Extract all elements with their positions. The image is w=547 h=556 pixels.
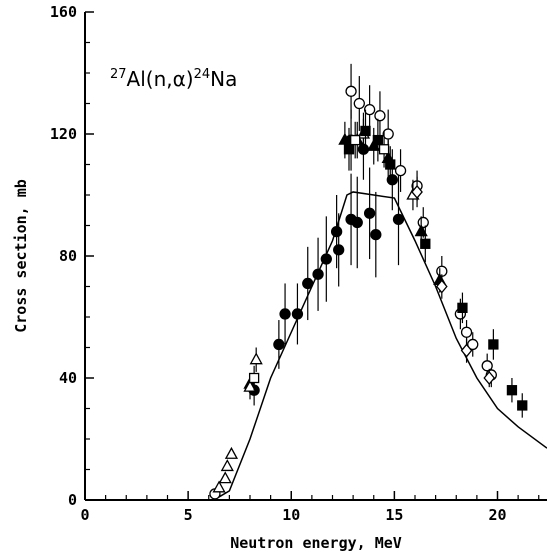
marker xyxy=(212,480,226,493)
marker xyxy=(345,85,357,97)
x-axis-label: Neutron energy, MeV xyxy=(230,534,402,552)
x-tick-label: 15 xyxy=(385,506,403,524)
y-tick-label: 0 xyxy=(68,491,77,509)
marker xyxy=(517,400,528,411)
marker xyxy=(460,326,473,338)
marker xyxy=(506,385,518,396)
annotation: 27Al(n,α)24Na xyxy=(110,67,237,91)
marker xyxy=(218,471,232,484)
y-tick-label: 160 xyxy=(50,3,77,21)
marker xyxy=(467,338,479,351)
marker xyxy=(372,134,384,146)
marker xyxy=(420,238,431,249)
marker xyxy=(351,216,363,229)
x-tick-label: 10 xyxy=(282,506,300,524)
annotation-sup: 24 xyxy=(194,67,211,82)
marker xyxy=(374,110,386,122)
marker xyxy=(481,360,493,372)
y-tick-label: 80 xyxy=(59,247,77,265)
marker xyxy=(273,338,285,351)
x-tick-label: 20 xyxy=(488,506,506,524)
y-axis-label: Cross section, mb xyxy=(12,179,30,333)
marker xyxy=(248,372,260,384)
marker xyxy=(350,134,361,146)
marker xyxy=(363,207,376,219)
marker xyxy=(302,277,314,290)
marker xyxy=(249,352,263,365)
marker xyxy=(378,144,390,155)
marker xyxy=(279,308,291,320)
marker xyxy=(333,244,345,256)
marker xyxy=(392,213,405,226)
marker xyxy=(243,379,257,392)
marker xyxy=(414,224,428,237)
marker xyxy=(411,184,423,199)
x-tick-label: 5 xyxy=(184,506,193,524)
y-tick-label: 40 xyxy=(59,369,77,387)
marker xyxy=(224,446,239,459)
marker xyxy=(483,370,496,386)
marker xyxy=(457,302,468,314)
annotation-sup: 27 xyxy=(110,67,127,82)
marker xyxy=(370,228,382,241)
marker xyxy=(343,144,355,155)
marker xyxy=(360,125,371,137)
marker xyxy=(386,174,398,186)
marker xyxy=(382,128,394,140)
marker xyxy=(312,268,324,280)
marker xyxy=(488,339,499,350)
marker xyxy=(220,459,234,472)
marker xyxy=(417,216,429,229)
marker xyxy=(460,343,473,358)
annotation-end: Na xyxy=(210,67,237,91)
marker xyxy=(385,159,396,170)
marker xyxy=(394,164,407,177)
marker xyxy=(435,279,448,294)
marker xyxy=(330,225,343,238)
y-tick-label: 120 xyxy=(50,125,77,143)
annotation-main: Al(n,α) xyxy=(127,67,194,91)
x-tick-label: 0 xyxy=(80,506,89,524)
marker xyxy=(353,97,365,110)
marker xyxy=(363,103,376,116)
marker xyxy=(320,253,332,265)
marker xyxy=(291,308,304,320)
model-curve xyxy=(212,191,547,501)
